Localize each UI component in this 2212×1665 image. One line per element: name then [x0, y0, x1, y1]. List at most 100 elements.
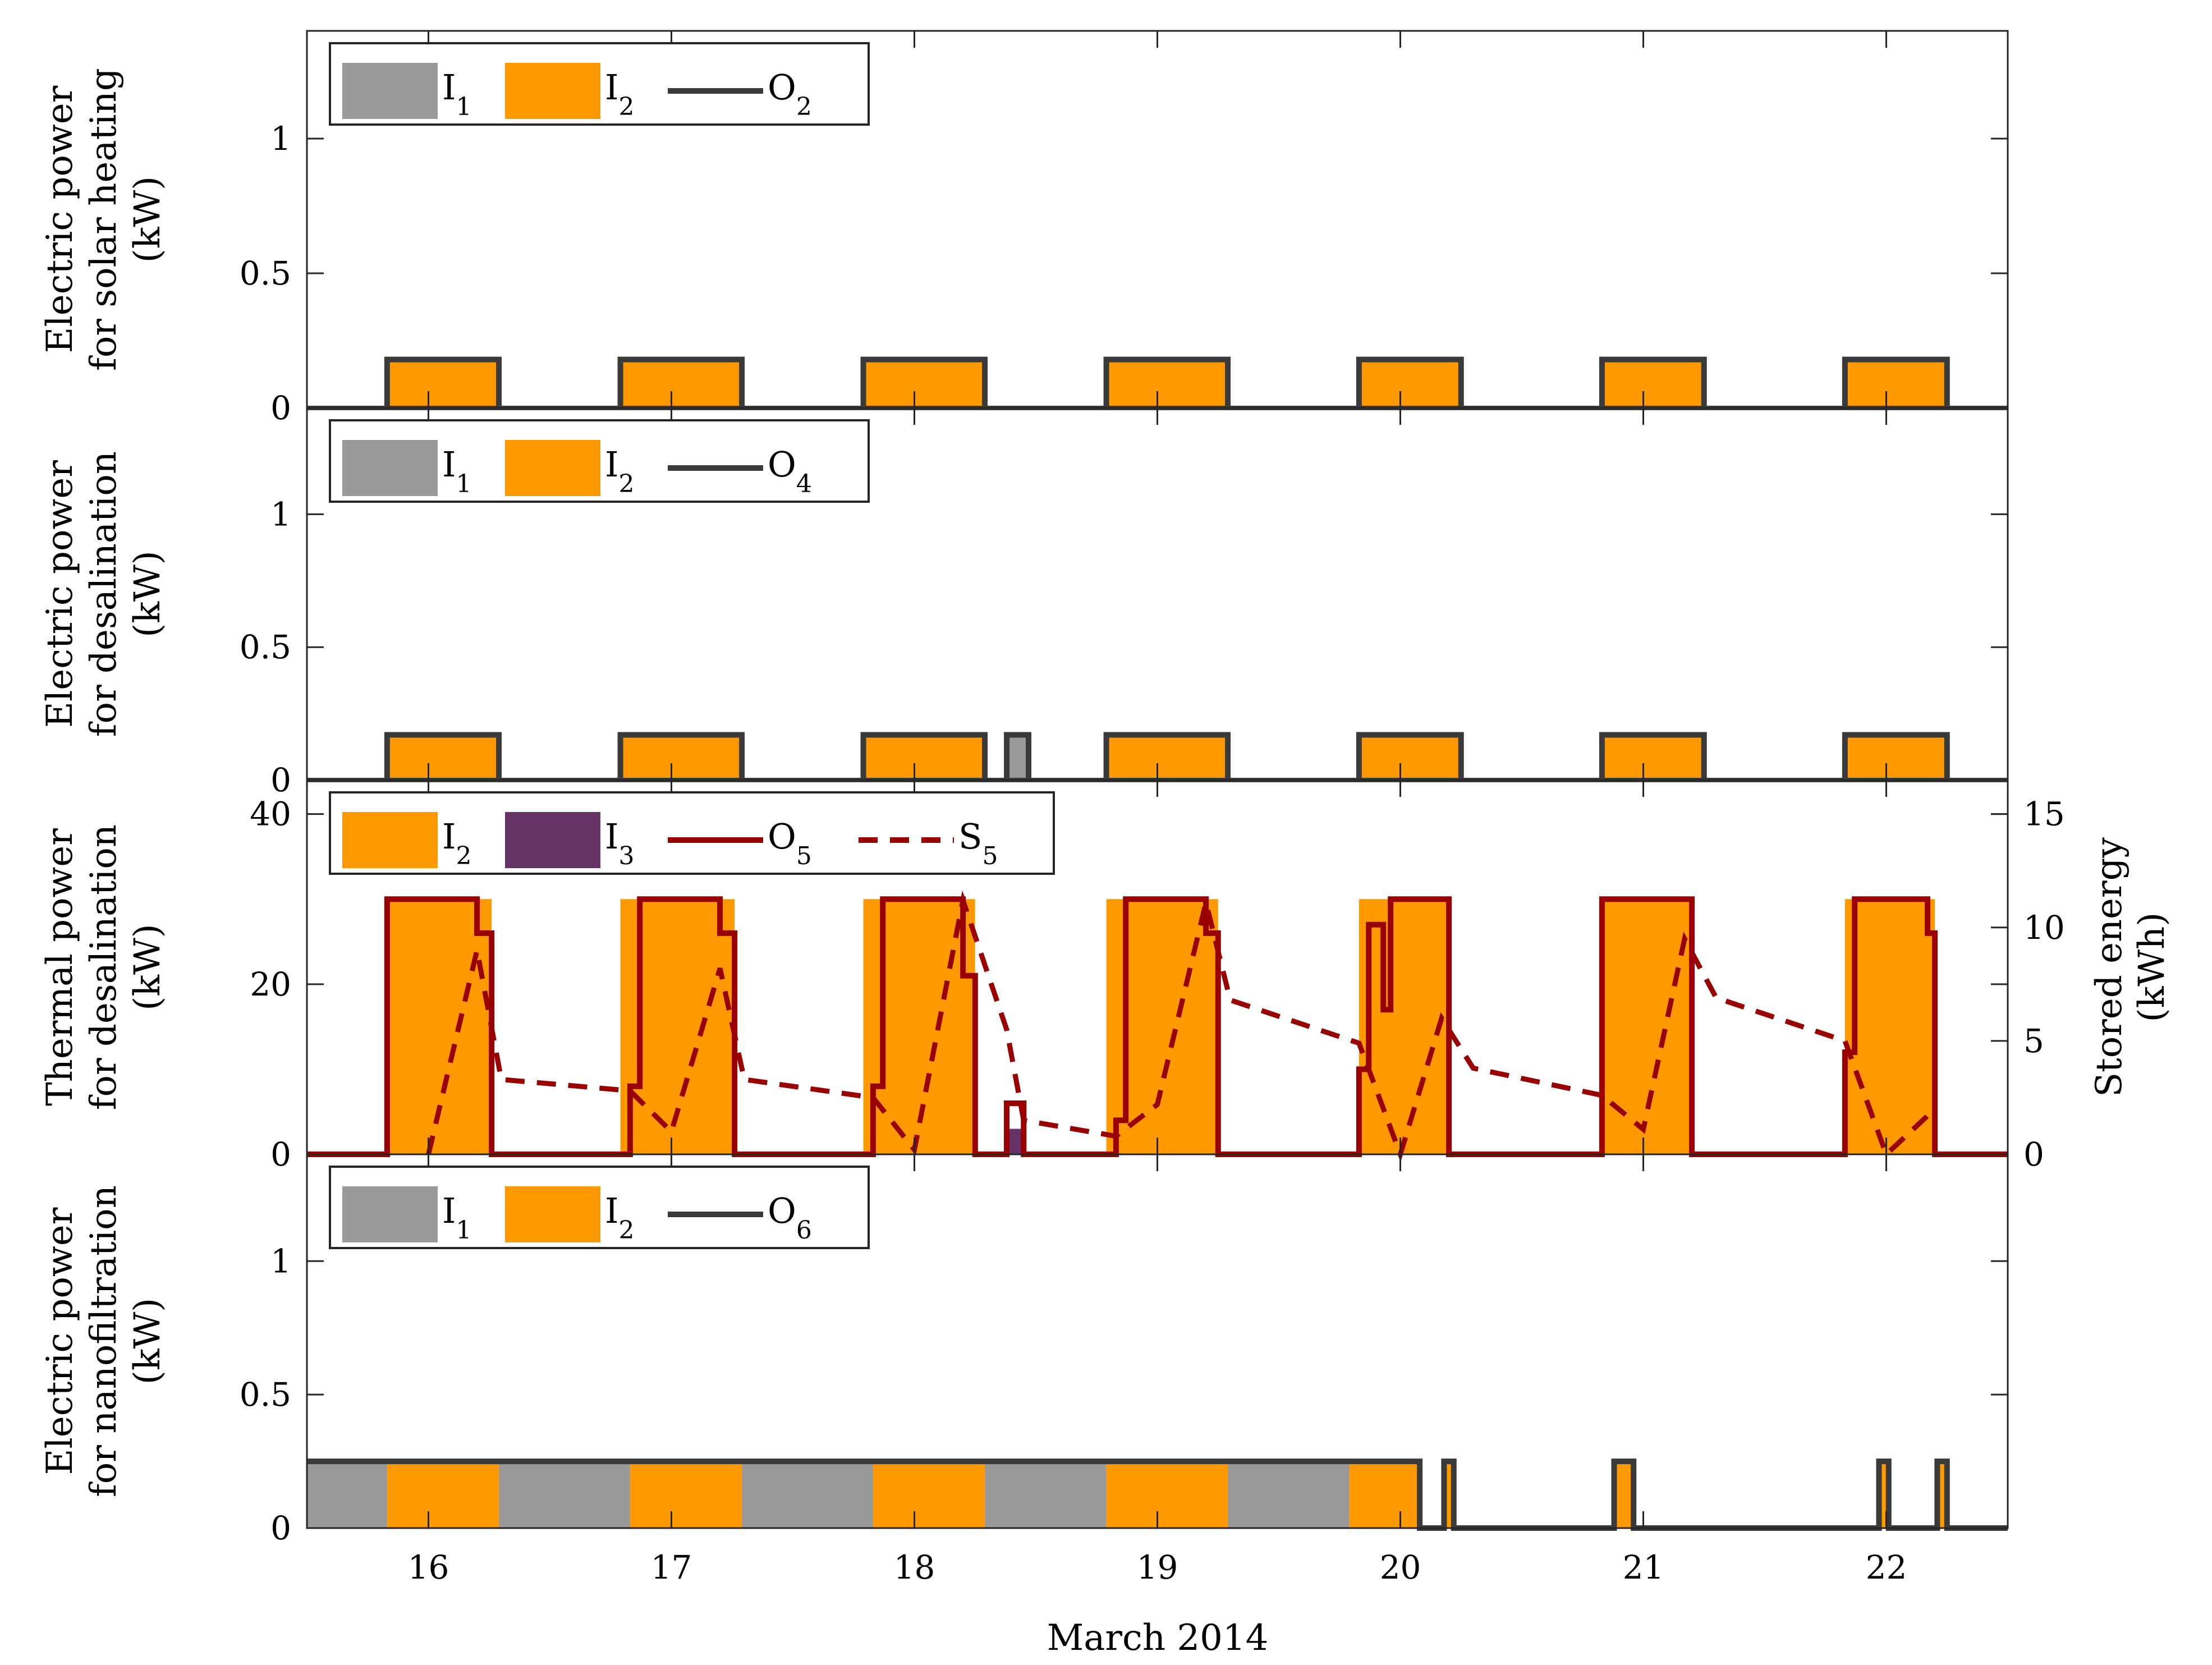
panel-desalination_electric: 0 0.5 1 Electric powerfor desalination(kW) I…: [39, 407, 2009, 799]
pulse-I2-6: [1844, 359, 1947, 408]
y2-axis-label-line: Stored energy: [2089, 837, 2130, 1097]
pulse-I2-6: [1601, 735, 1704, 780]
y-tick-label: 0.5: [240, 1375, 291, 1414]
output-line: [307, 1458, 2008, 1531]
x-tick-label: 19: [1137, 1548, 1178, 1586]
legend-label-base: I: [605, 444, 619, 485]
legend-swatch-I2: [505, 440, 600, 496]
pulse-I2-1: [387, 1461, 499, 1528]
y-tick-label: 0.5: [240, 628, 291, 666]
output-pulse-5: [1356, 732, 1464, 780]
legend-label-sub: 4: [796, 470, 812, 498]
legend-swatch-I1: [342, 440, 438, 496]
legend-swatch-I3: [505, 812, 600, 868]
y2-tick-label: 5: [2023, 1022, 2044, 1060]
legend-label-O5: O5: [768, 816, 812, 870]
legend-swatch-I2: [505, 1186, 600, 1242]
output-pulse-2: [860, 732, 988, 780]
y-tick-label: 1: [270, 495, 291, 533]
legend-label-O: O6: [768, 1190, 812, 1245]
legend-label-base: I: [442, 1190, 456, 1231]
y-axis-label-line: for desalination: [83, 451, 125, 737]
legend-swatch-I2: [505, 63, 600, 119]
legend-label-base: O: [768, 67, 796, 108]
panel-solar_heating: 0 0.5 1 Electric powerfor solar heating(kW)…: [39, 30, 2009, 427]
pulse-I2-2: [863, 735, 985, 780]
legend-label-base: I: [442, 816, 456, 857]
y-tick-label: 0: [270, 761, 291, 799]
output-pulse-3: [1103, 356, 1231, 408]
y-tick-label: 20: [250, 965, 291, 1003]
y-tick-label: 0: [270, 1135, 291, 1173]
y2-axis-label: Stored energy(kWh): [2089, 837, 2173, 1097]
y-axis-label: Electric powerfor nanofiltration(kW): [39, 1185, 168, 1497]
pulse-I2-3: [1106, 359, 1228, 408]
pulse-I2-5: [1359, 899, 1449, 1154]
x-tick-label: 18: [894, 1548, 935, 1586]
output-pulse-4: [1356, 356, 1464, 408]
output-pulse-6: [1599, 732, 1707, 780]
y-tick-label: 1: [270, 120, 291, 158]
output-pulse-7: [1842, 732, 1950, 780]
y-tick-label: 0: [270, 389, 291, 427]
pulse-I2-7: [1844, 735, 1947, 780]
legend-label-I2: I2: [442, 816, 472, 870]
y-axis-label: Electric powerfor solar heating(kW): [39, 68, 168, 371]
pulse-I2-4: [1359, 359, 1461, 408]
pulse-I2-0: [387, 735, 499, 780]
output-pulse-5: [1599, 356, 1707, 408]
legend-label-sub: 2: [796, 93, 812, 121]
y-axis-label-line: (kW): [127, 551, 168, 637]
x-axis-label: March 2014: [1047, 1617, 1269, 1659]
legend-label-base: O: [768, 444, 796, 485]
legend-label-I1: I1: [442, 67, 472, 121]
pulse-I2-1: [620, 359, 742, 408]
legend-label-base: I: [442, 67, 456, 108]
legend-swatch-I1: [342, 1186, 438, 1242]
y-tick-label: 1: [270, 1242, 291, 1280]
y-axis-label: Electric powerfor desalination(kW): [39, 451, 168, 737]
y2-tick-label: 10: [2023, 909, 2065, 947]
legend: I1 I2 O2: [329, 42, 870, 126]
stored-energy-line: [426, 890, 1937, 1163]
legend-label-base: S: [958, 816, 982, 857]
legend-label-sub: 6: [796, 1216, 812, 1245]
legend-label-I2: I2: [605, 67, 635, 121]
pulse-I2-5: [1601, 359, 1704, 408]
legend-label-sub: 2: [456, 842, 472, 870]
y-axis-label-line: (kW): [127, 176, 168, 263]
output-pulse-0: [384, 356, 502, 408]
legend-label-sub: 2: [619, 470, 635, 498]
legend-swatch-I1: [342, 63, 438, 119]
pulse-I2-11: [1614, 1461, 1634, 1528]
y-axis-label-line: for solar heating: [83, 68, 125, 371]
y2-tick-label: 15: [2023, 795, 2065, 833]
x-tick-label: 17: [651, 1548, 692, 1586]
legend-label-I1: I1: [442, 1190, 472, 1245]
legend: I1 I 2 O6: [329, 1166, 870, 1249]
y2-tick-label: 0: [2023, 1135, 2044, 1173]
x-tick-label: 21: [1623, 1548, 1664, 1586]
pulse-I2-7: [1106, 1461, 1228, 1528]
pulse-I1-0: [307, 1461, 387, 1528]
pulse-I2-1: [620, 735, 742, 780]
y-tick-label: 0: [270, 1509, 291, 1547]
pulse-I1-6: [985, 1461, 1107, 1528]
pulse-I1-3: [1007, 735, 1029, 780]
y-axis-label-line: (kW): [127, 924, 168, 1011]
y-axis-label-line: Electric power: [39, 85, 81, 353]
x-tick-label: 22: [1866, 1548, 1907, 1586]
legend-label-sub: 2: [619, 1216, 635, 1245]
legend-label-sub: 2: [619, 93, 635, 121]
pulse-I1-2: [499, 1461, 630, 1528]
output-pulse-6: [1842, 356, 1950, 408]
x-tick-label: 20: [1380, 1548, 1421, 1586]
output-pulse-4: [1103, 732, 1231, 780]
output-pulse-1: [617, 732, 745, 780]
legend-label-I1: I1: [442, 444, 472, 498]
legend-label-O: O4: [768, 444, 812, 498]
pulse-I2-9: [1349, 1461, 1420, 1528]
legend-label-sub: 1: [456, 1216, 472, 1245]
